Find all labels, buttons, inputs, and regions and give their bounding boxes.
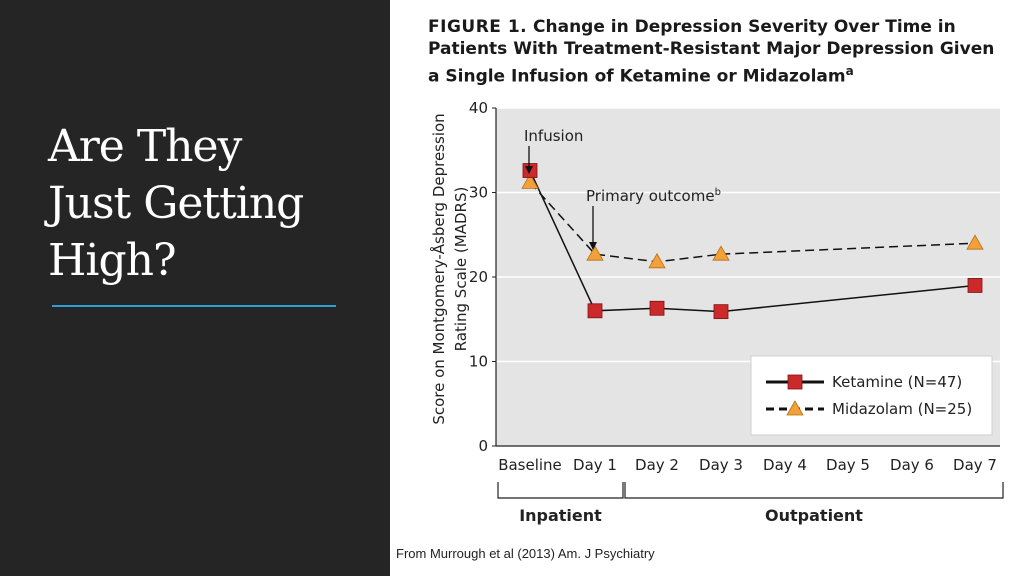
- group-bracket: [497, 482, 624, 499]
- annotation-infusion-arrow-head: [525, 166, 533, 174]
- legend-label: Ketamine (N=47): [832, 373, 962, 391]
- figure-caption: FIGURE 1. Change in Depression Severity …: [428, 16, 1000, 88]
- title-line-1: Are They: [48, 121, 242, 172]
- group-label: Inpatient: [519, 506, 602, 525]
- group-bracket: [624, 482, 1004, 499]
- annotation-superscript: b: [715, 187, 721, 198]
- figure-caption-text: Change in Depression Severity Over Time …: [428, 17, 995, 87]
- annotation-primary-outcome-arrow-head: [589, 242, 597, 250]
- group-label: Outpatient: [765, 506, 863, 525]
- data-point: [967, 278, 983, 293]
- data-point: [521, 173, 539, 189]
- chart: 0 10 20 30 40 Baseline Day 1 Day 2 Day 3 Day 4 Day…: [429, 99, 1004, 525]
- x-tick-label: Day 3: [699, 456, 743, 474]
- data-point: [648, 252, 666, 269]
- y-axis-label: Rating Scale (MADRS): [452, 187, 470, 352]
- title-line-3: High?: [48, 235, 177, 286]
- slide-title: Are They Just Getting High?: [48, 118, 368, 289]
- y-tick-label: 20: [469, 268, 488, 286]
- x-tick-label: Day 1: [573, 456, 617, 474]
- figure-panel: FIGURE 1. Change in Depression Severity …: [390, 0, 1024, 576]
- figure-label: FIGURE 1.: [428, 17, 528, 37]
- x-tick-label: Day 2: [635, 456, 679, 474]
- data-point: [713, 304, 729, 320]
- data-point: [587, 303, 603, 319]
- title-underline: [52, 305, 336, 307]
- y-axis-label: Score on Montgomery-Åsberg Depression: [429, 113, 448, 424]
- data-point: [966, 234, 984, 250]
- figure-caption-superscript: a: [845, 64, 854, 78]
- data-point: [649, 300, 665, 316]
- annotation-infusion: Infusion: [524, 127, 583, 145]
- legend-box: [750, 355, 993, 436]
- citation: From Murrough et al (2013) Am. J Psychia…: [396, 546, 655, 561]
- legend-marker: [787, 374, 803, 390]
- data-point: [712, 245, 730, 261]
- data-point: [586, 245, 604, 261]
- x-tick-label: Day 7: [953, 456, 997, 474]
- legend: Ketamine (N=47) Midazolam (N=25): [750, 355, 993, 436]
- annotation-primary-outcome: Primary outcomeb: [586, 187, 721, 205]
- title-line-2: Just Getting: [48, 178, 304, 229]
- y-tick-label: 0: [478, 437, 488, 455]
- legend-marker: [786, 400, 804, 416]
- legend-label: Midazolam (N=25): [832, 400, 972, 418]
- x-tick-label: Day 4: [763, 456, 807, 474]
- title-panel: Are They Just Getting High?: [0, 0, 390, 576]
- y-tick-label: 40: [469, 99, 488, 117]
- y-tick-label: 10: [469, 353, 488, 371]
- x-tick-label: Day 5: [826, 456, 870, 474]
- x-tick-label: Day 6: [890, 456, 934, 474]
- y-tick-label: 30: [469, 184, 488, 202]
- x-tick-label: Baseline: [498, 456, 562, 474]
